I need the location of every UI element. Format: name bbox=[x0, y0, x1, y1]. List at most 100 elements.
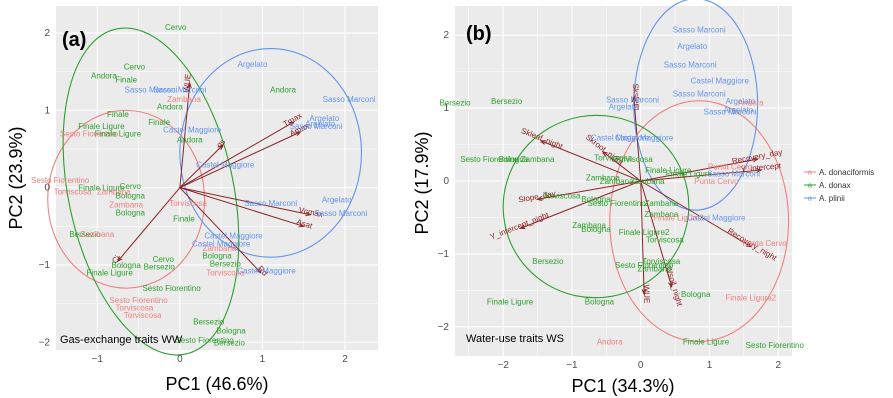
point-label: Sasso Marconi bbox=[244, 199, 297, 208]
point-label: Bologna bbox=[216, 327, 246, 336]
loading-arrow bbox=[537, 180, 641, 200]
legend: a A. donaciformis a A. donax a A. plinii bbox=[804, 168, 874, 203]
y-tick-label: 1 bbox=[44, 105, 50, 116]
point-label: Sasso Marconi bbox=[664, 60, 717, 69]
panel-a-note: Gas-exchange traits WW bbox=[60, 334, 183, 346]
panel-b-note: Water-use traits WS bbox=[466, 333, 564, 345]
loading-label: Skstem bbox=[631, 83, 642, 111]
point-label: Torviscosa bbox=[206, 269, 244, 278]
point-label: Bersezio bbox=[69, 230, 101, 239]
point-label: Bologna bbox=[581, 225, 611, 234]
legend-item-label: A. plinii bbox=[819, 194, 845, 203]
panel-a-ellipses bbox=[47, 27, 363, 356]
loading-label: WUE bbox=[182, 73, 193, 92]
legend-key-glyph: a bbox=[808, 183, 812, 190]
loading-label: Y_intercept bbox=[740, 161, 782, 174]
point-label: Castel Maggiore bbox=[615, 133, 674, 142]
point-label: Torviscosa bbox=[54, 188, 92, 197]
panel-a-x-axis-title: PC1 (46.6%) bbox=[165, 374, 268, 394]
loading-arrowhead bbox=[752, 157, 759, 163]
loading-arrow bbox=[179, 144, 224, 189]
point-label: Sesto Fiorentino bbox=[109, 296, 168, 305]
y-tick-label: −1 bbox=[39, 260, 51, 271]
point-label: Cervo bbox=[120, 182, 142, 191]
y-tick-label: 1 bbox=[443, 103, 449, 114]
point-label: Bologna bbox=[111, 261, 141, 270]
point-label: Zambana bbox=[167, 95, 201, 104]
panel-b-label: (b) bbox=[466, 23, 492, 45]
point-label: Argelato bbox=[723, 106, 753, 115]
loading-arrowhead bbox=[217, 144, 224, 150]
point-label: Finale Ligure bbox=[78, 122, 125, 131]
point-label: Zambana bbox=[521, 155, 555, 164]
confidence-ellipse bbox=[609, 100, 790, 342]
y-tick-label: −2 bbox=[39, 337, 51, 348]
confidence-ellipse bbox=[47, 109, 206, 289]
loading-arrow bbox=[640, 180, 673, 287]
point-label: Sasso Marconi bbox=[323, 95, 376, 104]
loading-arrowhead bbox=[295, 131, 302, 137]
point-label: Sasso Marconi bbox=[707, 170, 760, 179]
point-label: Torviscosa bbox=[169, 199, 207, 208]
point-label: Finale Ligure bbox=[683, 337, 730, 346]
loading-arrow bbox=[179, 83, 191, 188]
loading-arrow bbox=[633, 97, 642, 182]
x-tick-label: 0 bbox=[638, 360, 644, 371]
point-label: Zambana bbox=[203, 244, 237, 253]
point-label: Castel Maggiore bbox=[237, 266, 296, 275]
point-label: Sasso Marconi bbox=[124, 85, 177, 94]
loading-arrowhead bbox=[756, 168, 763, 173]
x-tick-label: 0 bbox=[177, 354, 183, 365]
point-label: Sesto Fiorentino bbox=[60, 130, 119, 139]
point-label: Sesto Fiorentino bbox=[746, 341, 805, 350]
point-label: Finale Ligure2 bbox=[619, 228, 670, 237]
loading-arrow bbox=[640, 169, 762, 182]
point-label: Torviscosa bbox=[124, 311, 162, 320]
point-label: Argelato bbox=[609, 103, 639, 112]
point-label: Bologna bbox=[581, 195, 611, 204]
point-label: Torviscosa bbox=[646, 235, 684, 244]
loading-arrowhead bbox=[288, 121, 295, 127]
point-label: Bersezio bbox=[491, 97, 523, 106]
loading-arrow bbox=[179, 187, 311, 216]
loading-arrow bbox=[179, 121, 295, 189]
point-label: Torviscosa bbox=[615, 155, 653, 164]
point-label: Finale bbox=[107, 110, 129, 119]
point-label: Cervo bbox=[153, 255, 175, 264]
point-label: Castel Maggiore bbox=[687, 213, 746, 222]
point-label: Finale Ligure bbox=[487, 297, 534, 306]
point-label: Sasso Marconi bbox=[290, 122, 343, 131]
x-tick-label: 1 bbox=[707, 360, 713, 371]
confidence-ellipse bbox=[633, 0, 759, 211]
point-label: Sesto Fiorentino bbox=[615, 261, 674, 270]
panel-b-points: Sasso Marconi Argelato Sasso Marconi Castel… bbox=[439, 25, 804, 350]
x-tick-label: 2 bbox=[775, 360, 781, 371]
loading-arrowhead bbox=[631, 95, 637, 103]
point-label: Torviscosa bbox=[594, 154, 632, 163]
point-label: Zambana bbox=[586, 173, 620, 182]
loading-arrowhead bbox=[255, 267, 262, 274]
loading-arrow bbox=[640, 180, 645, 295]
y-tick-label: 0 bbox=[443, 176, 449, 187]
point-label: Zambana bbox=[109, 201, 143, 210]
point-label: Argelato bbox=[677, 42, 707, 51]
point-label: Cervo bbox=[165, 23, 187, 32]
point-label: Castel Maggiore bbox=[196, 160, 255, 169]
point-label: Cervo bbox=[124, 62, 146, 71]
point-label: Andora bbox=[270, 85, 296, 94]
confidence-ellipse bbox=[62, 27, 240, 356]
loading-arrow bbox=[179, 187, 262, 274]
loading-arrow bbox=[179, 187, 304, 227]
loading-arrowhead bbox=[519, 224, 526, 230]
legend-key-glyph: a bbox=[808, 170, 812, 177]
panel-a-y-axis-title: PC2 (23.9%) bbox=[6, 126, 26, 229]
loading-arrowhead bbox=[601, 151, 608, 157]
point-label: Torviscosa bbox=[642, 257, 680, 266]
loading-arrow bbox=[540, 140, 641, 182]
loading-arrowhead bbox=[536, 196, 543, 201]
panel-a-points: CervoArgelatoAndoraCervoFinaleAndoraSass… bbox=[31, 23, 376, 347]
x-tick-label: −1 bbox=[566, 360, 578, 371]
loading-arrowhead bbox=[298, 222, 305, 228]
point-label: Finale bbox=[148, 118, 170, 127]
